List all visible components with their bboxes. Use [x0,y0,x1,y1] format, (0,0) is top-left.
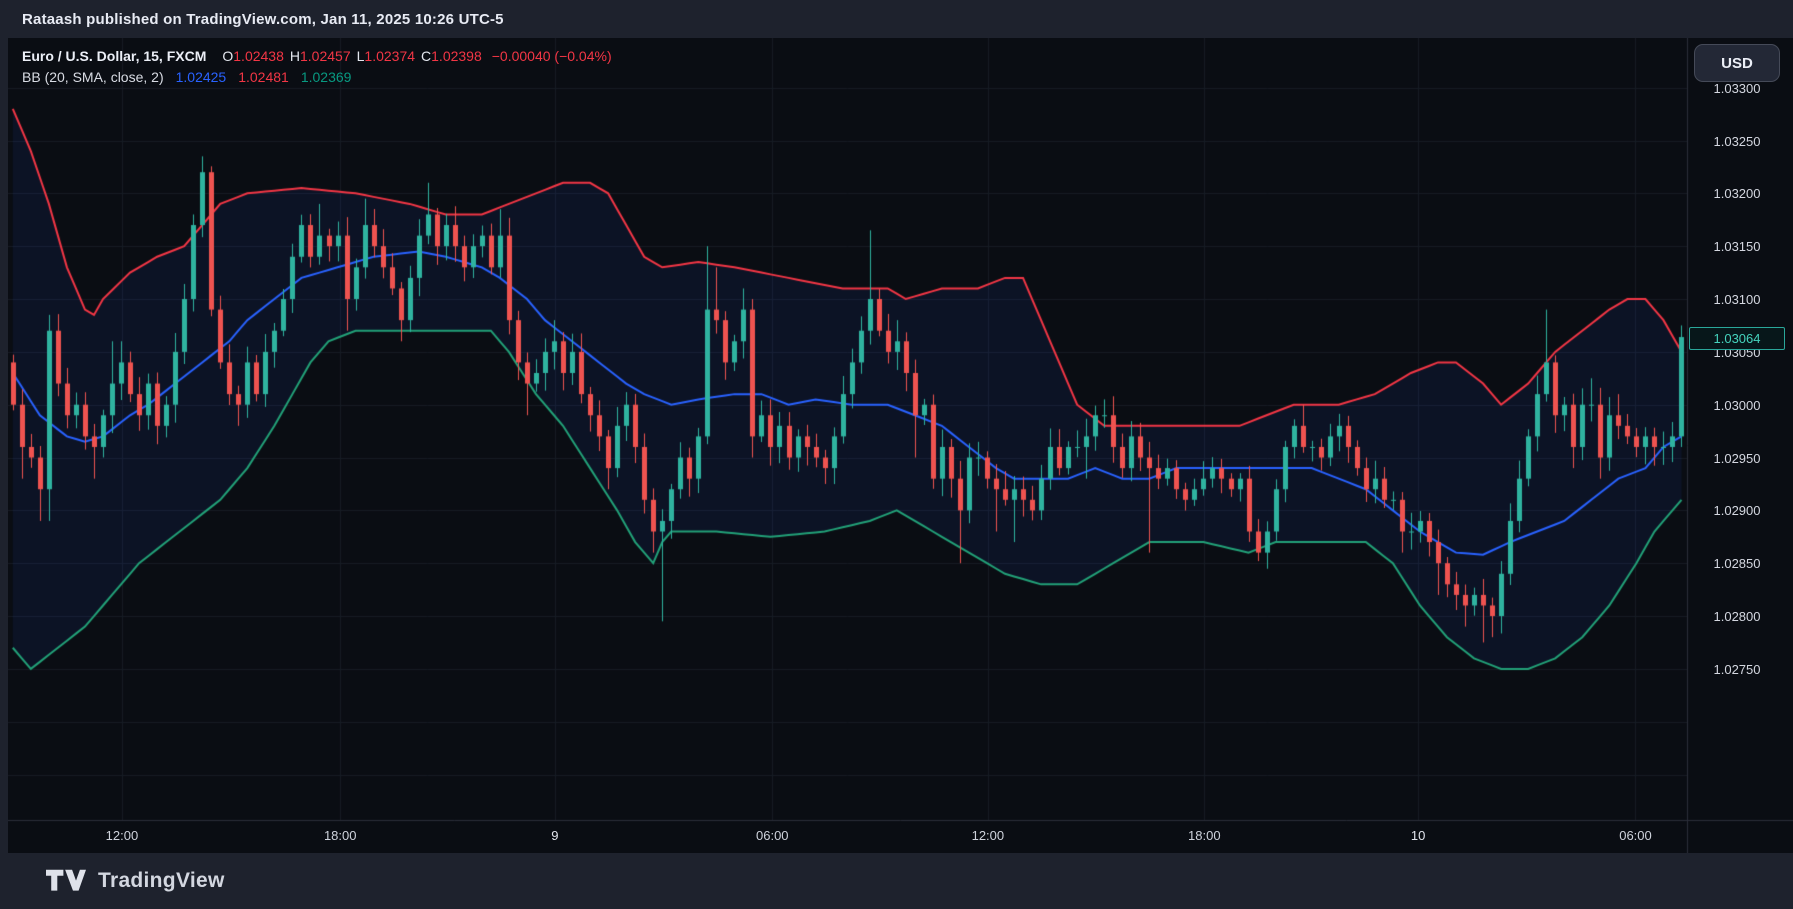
price-tick: 1.02950 [1713,450,1761,466]
symbol-title: Euro / U.S. Dollar, 15, FXCM [22,48,207,64]
last-price-label: 1.03064 [1689,327,1785,351]
price-tick: 1.02900 [1713,503,1761,519]
price-tick: 1.03300 [1713,80,1761,96]
price-tick: 1.03000 [1713,397,1761,413]
indicator-legend-row: BB (20, SMA, close, 2) 1.02425 1.02481 1.02… [22,67,612,88]
bb-indicator-label: BB (20, SMA, close, 2) [22,69,164,85]
publish-header: Rataash published on TradingView.com, Ja… [0,0,1793,38]
open-label: O [222,48,234,64]
high-label: H [289,48,300,64]
chart-legend: Euro / U.S. Dollar, 15, FXCM O1.02438 H1.0… [22,46,612,88]
price-tick: 1.02850 [1713,556,1761,572]
currency-button[interactable]: USD [1694,44,1780,82]
close-value: 1.02398 [431,48,482,64]
open-value: 1.02438 [233,48,284,64]
time-tick: 9 [551,828,559,843]
tradingview-logo-icon[interactable] [46,868,86,894]
footer-brand-text[interactable]: TradingView [98,869,225,892]
time-tick: 06:00 [1619,828,1652,843]
bb-upper-value: 1.02481 [238,69,289,85]
time-tick: 06:00 [756,828,789,843]
symbol-legend-row: Euro / U.S. Dollar, 15, FXCM O1.02438 H1.0… [22,46,612,67]
bb-lower-value: 1.02369 [300,69,352,85]
price-chart-canvas[interactable] [8,38,1793,853]
price-tick: 1.03100 [1713,292,1761,308]
price-tick: 1.03150 [1713,239,1761,255]
price-tick: 1.03200 [1713,186,1761,202]
publish-title: Rataash published on TradingView.com, Ja… [22,10,504,28]
high-value: 1.02457 [300,48,351,64]
time-tick: 12:00 [971,828,1005,843]
footer-bar: TradingView [0,853,1793,909]
price-tick: 1.03250 [1713,133,1761,149]
change-value: −0.00040 (−0.04%) [491,48,612,64]
price-tick: 1.02800 [1713,609,1761,625]
time-tick: 12:00 [105,828,139,843]
low-label: L [356,48,365,64]
time-tick: 18:00 [1188,828,1221,843]
time-tick: 18:00 [323,828,357,843]
price-tick: 1.02750 [1713,661,1761,677]
close-label: C [421,48,432,64]
low-value: 1.02374 [364,48,416,64]
bb-basis-value: 1.02425 [175,69,227,85]
time-tick: 10 [1410,828,1426,843]
